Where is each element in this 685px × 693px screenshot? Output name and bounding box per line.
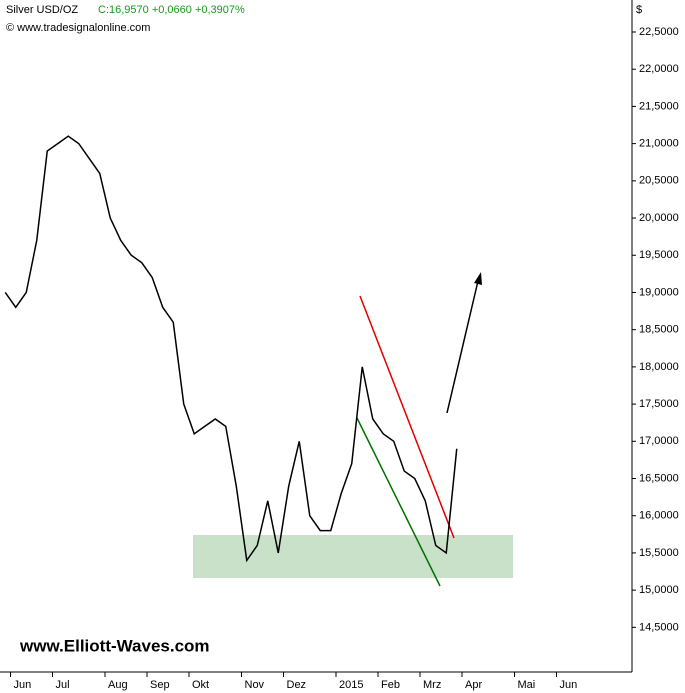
y-tick-label: 15,5000 <box>639 547 679 559</box>
y-tick-label: 14,5000 <box>639 621 679 633</box>
x-tick-label: Dez <box>287 679 307 691</box>
support-zone <box>193 535 513 578</box>
x-tick-label: 2015 <box>339 679 363 691</box>
y-tick-label: 21,5000 <box>639 100 679 112</box>
x-tick-label: Sep <box>150 679 170 691</box>
axis-unit: $ <box>636 4 642 16</box>
x-tick-label: Feb <box>381 679 400 691</box>
y-tick-label: 16,0000 <box>639 510 679 522</box>
x-tick-label: Jul <box>56 679 70 691</box>
x-tick-label: Mrz <box>423 679 441 691</box>
y-tick-label: 17,0000 <box>639 435 679 447</box>
x-tick-label: Okt <box>192 679 209 691</box>
y-tick-label: 22,5000 <box>639 26 679 38</box>
quote: C:16,9570 +0,0660 +0,3907% <box>98 4 245 16</box>
x-tick-label: Jun <box>560 679 578 691</box>
x-tick-label: Jun <box>14 679 32 691</box>
chart-title: Silver USD/OZ <box>6 4 78 16</box>
price-line <box>4 135 458 563</box>
x-tick-label: Nov <box>245 679 265 691</box>
y-tick-label: 19,5000 <box>639 249 679 261</box>
x-tick-label: Mai <box>518 679 536 691</box>
watermark: www.Elliott-Waves.com <box>19 636 210 655</box>
projection-arrow <box>446 280 479 414</box>
y-tick-label: 15,0000 <box>639 584 679 596</box>
y-tick-label: 18,0000 <box>639 361 679 373</box>
y-tick-label: 20,5000 <box>639 175 679 187</box>
y-tick-label: 19,0000 <box>639 286 679 298</box>
y-tick-label: 21,0000 <box>639 138 679 150</box>
resistance-line <box>359 295 455 539</box>
channel-line <box>356 417 441 587</box>
source: © www.tradesignalonline.com <box>6 22 150 34</box>
y-tick-label: 17,5000 <box>639 398 679 410</box>
y-tick-label: 20,0000 <box>639 212 679 224</box>
x-tick-label: Aug <box>108 679 128 691</box>
y-tick-label: 16,5000 <box>639 472 679 484</box>
x-tick-label: Apr <box>465 679 482 691</box>
y-tick-label: 18,5000 <box>639 324 679 336</box>
arrow-head <box>474 272 482 285</box>
y-tick-label: 22,0000 <box>639 63 679 75</box>
